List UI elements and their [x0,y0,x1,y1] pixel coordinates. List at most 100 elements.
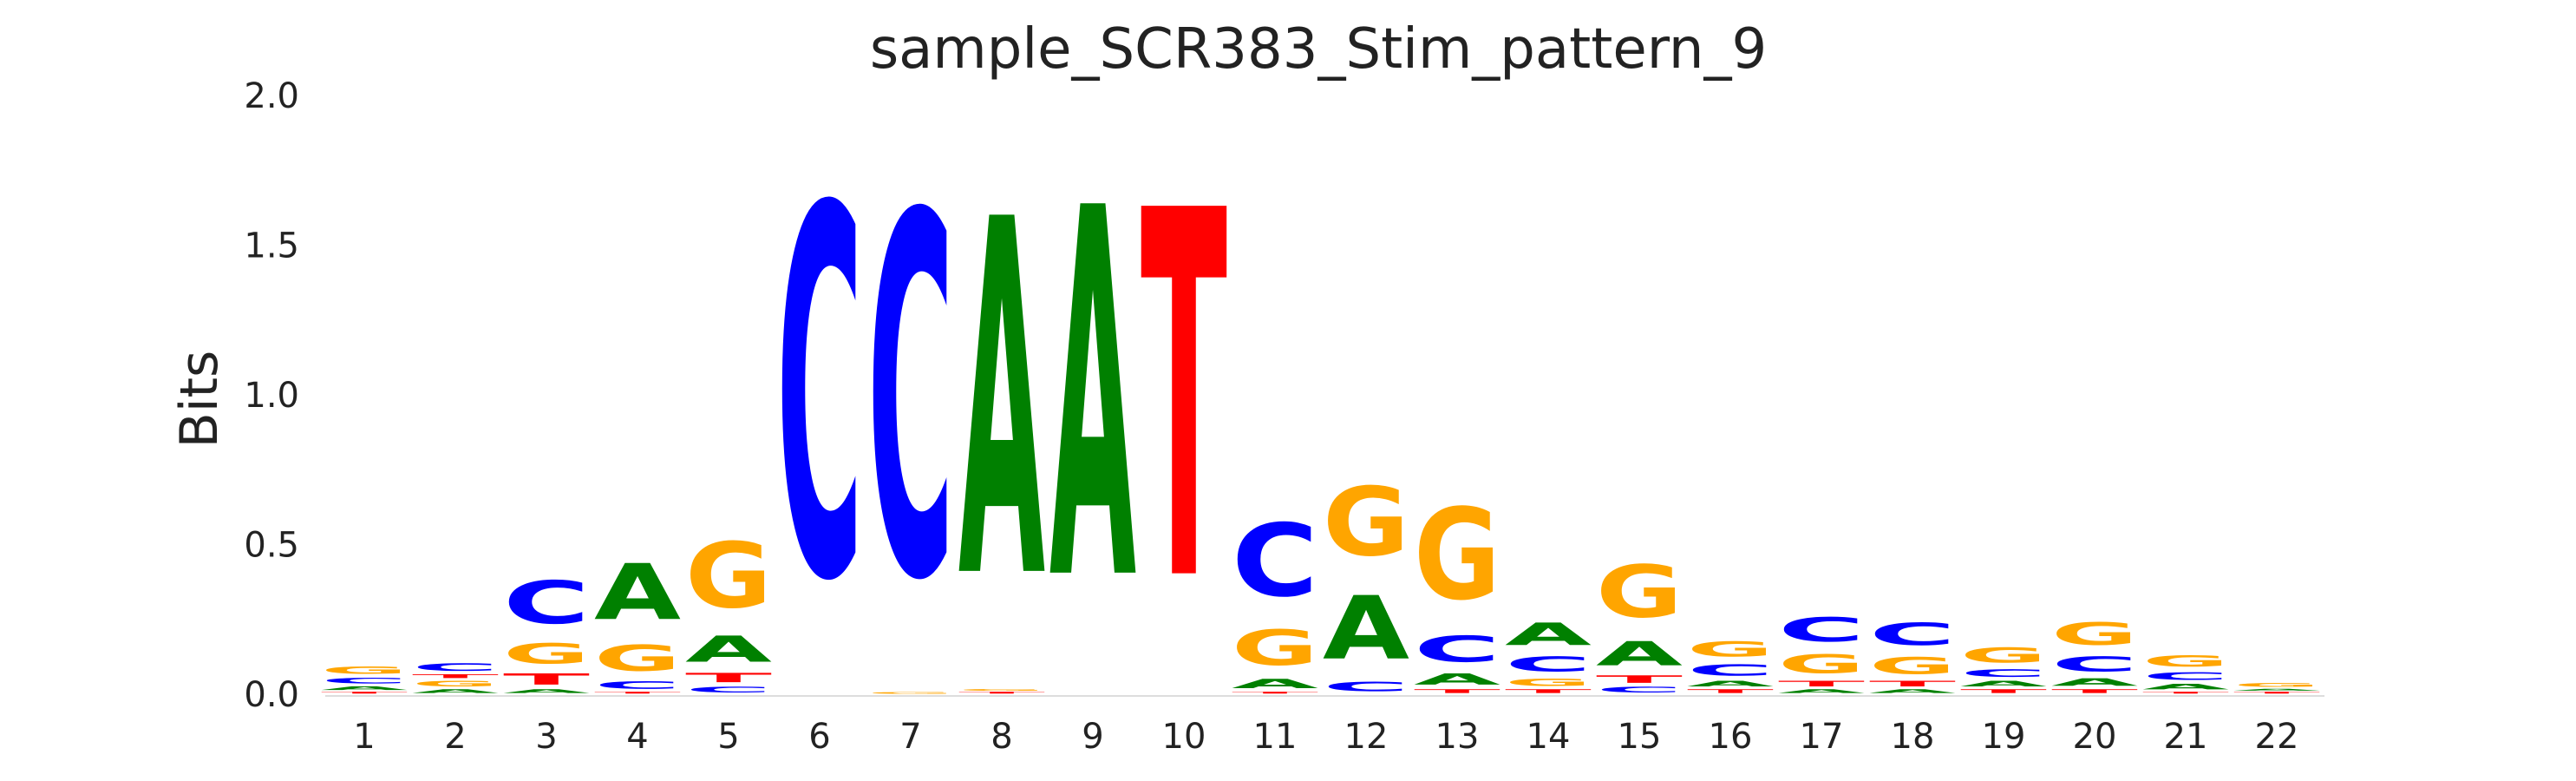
logo-letter-T: T [1960,688,2047,694]
y-tick-label: 0.5 [244,526,299,566]
logo-letter-G: G [958,688,1045,691]
logo-letter-C: C [1596,686,1683,694]
logo-letter-T: T [1869,679,1956,688]
x-tick-label: 4 [626,717,648,757]
x-tick-label: 3 [535,717,557,757]
logo-letter-T: T [2233,692,2320,694]
logo-letter-G: G [1323,468,1409,577]
y-tick-label: 1.5 [244,226,299,266]
logo-letter-T: T [1141,106,1228,692]
x-tick-label: 17 [1800,717,1844,757]
logo-letter-T: T [412,673,499,679]
logo-letter-G: G [1414,482,1500,628]
x-tick-label: 6 [808,717,830,757]
logo-letter-G: G [1505,677,1592,689]
logo-letter-T: T [958,692,1045,694]
logo-letter-A: A [1596,635,1683,673]
logo-letter-C: C [1505,653,1592,677]
logo-letter-G: G [321,665,408,677]
logo-letter-G: G [2142,653,2229,671]
y-tick-label: 1.0 [244,376,299,416]
logo-letter-G: G [1960,644,2047,667]
logo-letter-A: A [2233,688,2320,691]
logo-letter-C: C [1778,610,1865,649]
x-tick-label: 9 [1082,717,1103,757]
logo-letter-T: T [321,692,408,694]
logo-letter-C: C [503,569,590,638]
logo-letter-T: T [2142,692,2229,694]
logo-letter-T: T [1414,688,1500,694]
y-axis-label: Bits [169,351,230,449]
logo-letter-G: G [503,638,590,671]
logo-letter-G: G [867,692,954,694]
logo-letter-A: A [1687,679,1774,688]
x-tick-label: 2 [444,717,466,757]
logo-letter-G: G [1687,638,1774,661]
logo-letter-G: G [594,638,681,679]
logo-letter-G: G [412,679,499,688]
logo-letter-A: A [1323,579,1409,679]
logo-letter-A: A [594,548,681,638]
logo-letter-A: A [1414,670,1500,688]
logo-letter-C: C [1232,502,1318,619]
logo-letter-A: A [503,688,590,694]
logo-letter-A: A [958,119,1046,687]
x-tick-label: 12 [1344,717,1389,757]
logo-letter-T: T [1596,673,1683,686]
x-tick-label: 1 [353,717,375,757]
logo-letter-G: G [2233,682,2320,688]
logo-column: GC [867,113,954,694]
logo-letter-C: C [1869,617,1956,653]
logo-letter-C: C [867,113,954,691]
logo-letter-C: C [1323,679,1409,694]
logo-letter-C: C [685,686,772,694]
logo-column: CAG [1323,468,1409,694]
y-tick-label: 2.0 [244,76,299,116]
logo-letter-C: C [594,679,681,692]
x-axis-ticks: 1 2 3 4 5 6 7 8 9 10 11 12 13 14 15 16 17 18 19 20 21 22 [353,717,2298,757]
logo-letter-A: A [1049,103,1137,692]
logo-letter-C: C [776,102,863,692]
logo-letter-T: T [1778,679,1865,688]
logo-column: TGA [958,119,1046,694]
x-tick-label: 18 [1891,717,1935,757]
logo-letter-C: C [2051,653,2138,677]
x-tick-label: 5 [717,717,739,757]
logo-letter-C: C [412,661,499,673]
logo-letter-T: T [685,670,772,685]
logo-column: A [1049,103,1137,692]
logo-letter-A: A [2142,682,2229,691]
logo-letter-T: T [1687,688,1774,694]
chart-title: sample_SCR383_Stim_pattern_9 [870,17,1767,82]
x-tick-label: 10 [1162,717,1206,757]
y-axis-ticks: 0.0 0.5 1.0 1.5 2.0 [244,76,299,715]
logo-letter-A: A [2051,676,2138,688]
logo-letter-A: A [1869,688,1956,694]
logo-letter-T: T [1232,692,1318,694]
logo-letter-G: G [1596,550,1683,634]
x-tick-label: 20 [2073,717,2117,757]
x-tick-label: 19 [1982,717,2026,757]
logo-letter-A: A [412,688,499,694]
logo-letter-T: T [503,670,590,688]
logo-letter-A: A [1778,688,1865,694]
logo-letter-G: G [1869,653,1956,679]
x-tick-label: 21 [2164,717,2208,757]
logo-letter-A: A [685,628,772,670]
logo-letter-C: C [2142,670,2229,682]
logo-letter-T: T [2051,688,2138,694]
logo-letter-A: A [1960,679,2047,688]
x-tick-label: 14 [1527,717,1571,757]
